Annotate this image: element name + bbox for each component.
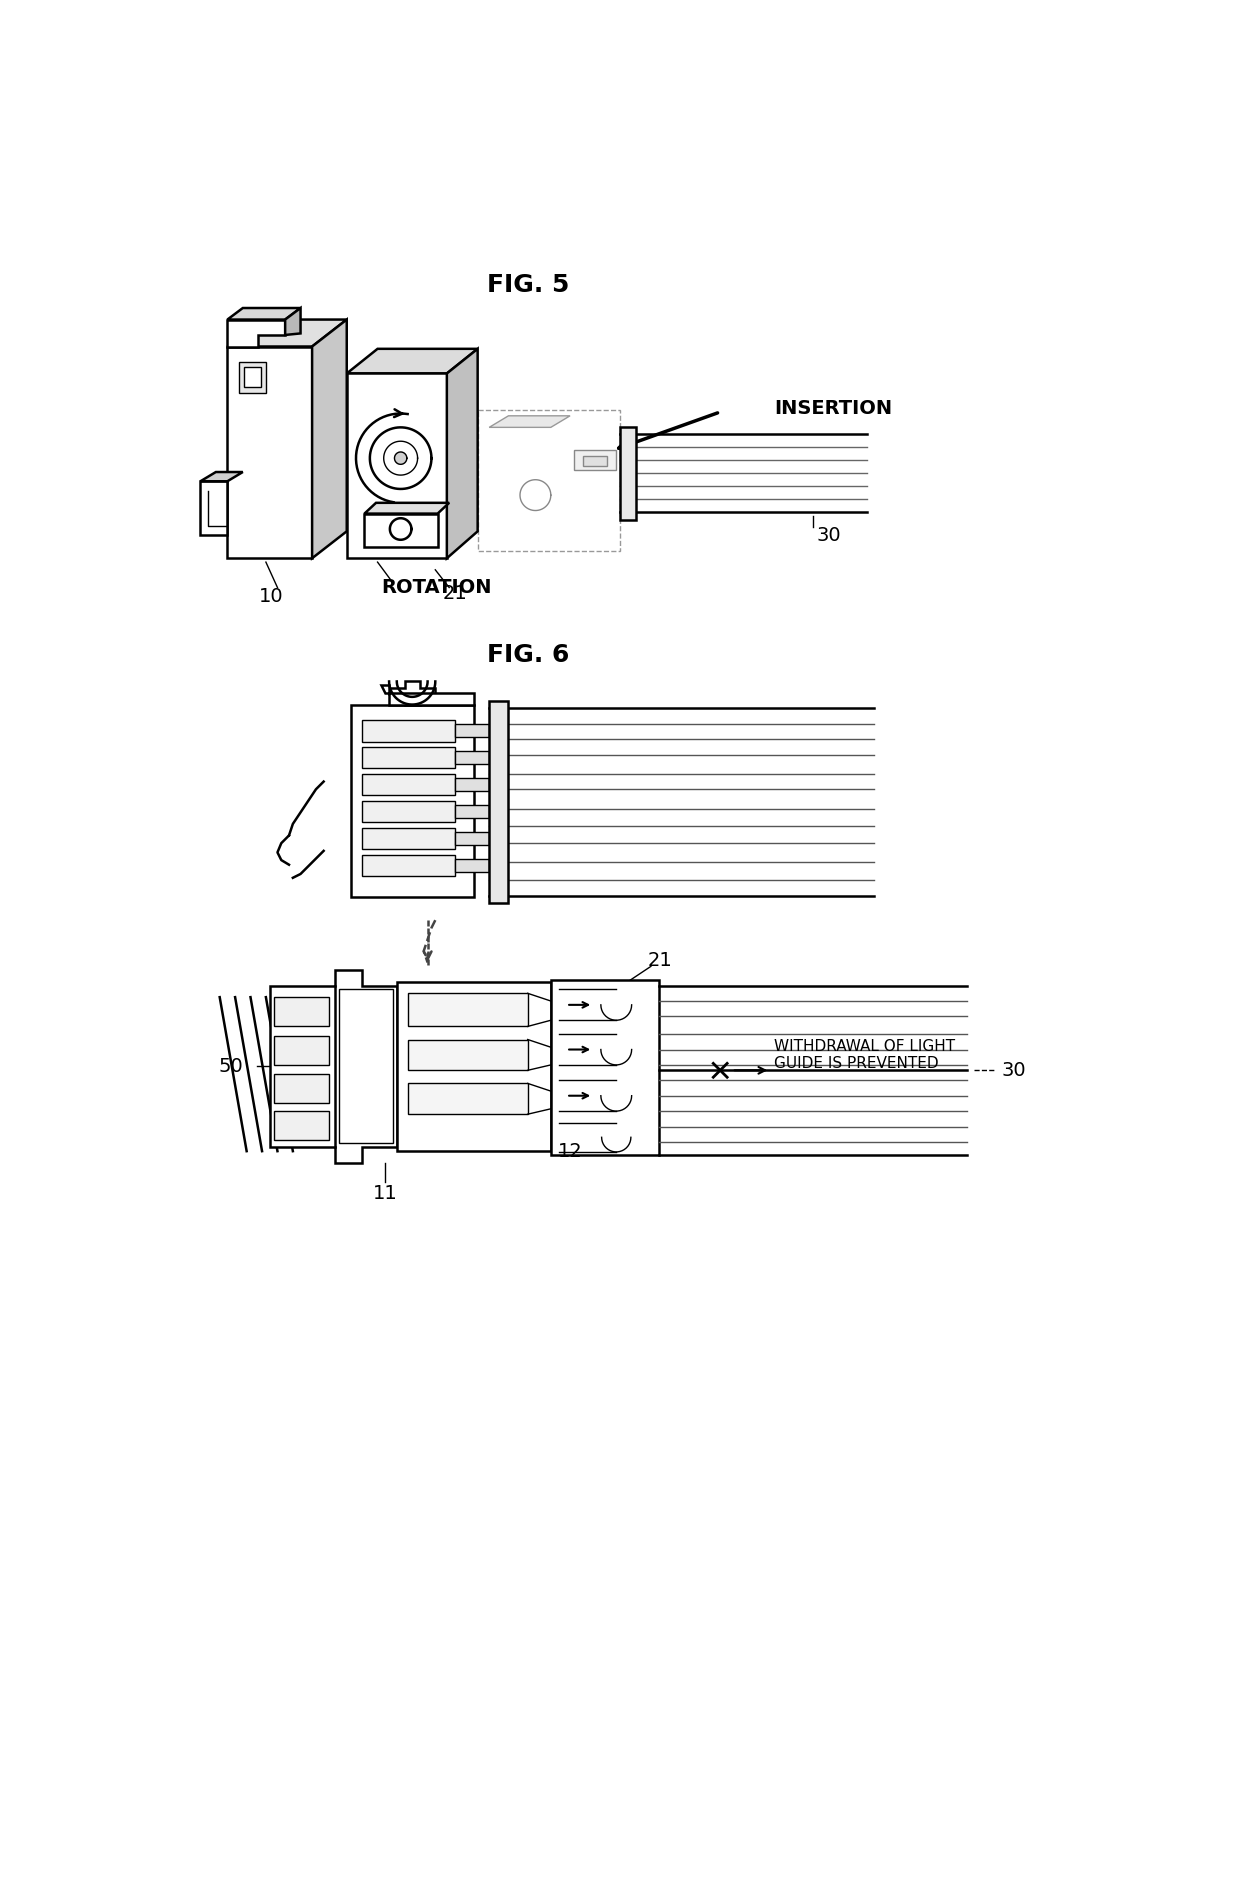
Text: INSERTION: INSERTION: [774, 399, 893, 418]
Polygon shape: [455, 778, 490, 791]
Polygon shape: [455, 723, 490, 736]
Polygon shape: [408, 994, 528, 1026]
Polygon shape: [490, 700, 508, 903]
Polygon shape: [455, 831, 490, 844]
Polygon shape: [347, 348, 477, 373]
Polygon shape: [362, 719, 455, 742]
Polygon shape: [201, 481, 227, 536]
Polygon shape: [389, 681, 435, 704]
Polygon shape: [274, 1073, 329, 1104]
Text: 30: 30: [1001, 1060, 1025, 1079]
Polygon shape: [362, 748, 455, 769]
Polygon shape: [244, 367, 260, 388]
Polygon shape: [227, 346, 312, 558]
Polygon shape: [274, 998, 329, 1026]
Polygon shape: [239, 362, 265, 392]
Polygon shape: [227, 320, 285, 346]
Polygon shape: [347, 373, 446, 558]
Polygon shape: [362, 827, 455, 850]
Polygon shape: [477, 411, 620, 551]
Polygon shape: [227, 309, 300, 320]
Polygon shape: [274, 1111, 329, 1140]
Text: WITHDRAWAL OF LIGHT
GUIDE IS PREVENTED: WITHDRAWAL OF LIGHT GUIDE IS PREVENTED: [774, 1039, 955, 1071]
Polygon shape: [583, 456, 608, 466]
Text: 30: 30: [816, 526, 841, 545]
Polygon shape: [620, 428, 635, 521]
Polygon shape: [408, 1039, 528, 1070]
Polygon shape: [362, 856, 455, 876]
Text: FIG. 6: FIG. 6: [486, 642, 569, 666]
Text: 50: 50: [218, 1056, 243, 1075]
Polygon shape: [270, 971, 397, 1162]
Polygon shape: [312, 320, 347, 558]
Polygon shape: [382, 685, 474, 704]
Text: 21: 21: [647, 952, 672, 971]
Polygon shape: [365, 513, 438, 547]
Polygon shape: [362, 801, 455, 822]
Polygon shape: [227, 320, 347, 346]
Text: 11: 11: [373, 1183, 398, 1204]
Polygon shape: [397, 982, 551, 1151]
Polygon shape: [201, 471, 243, 481]
Text: 21: 21: [443, 585, 467, 604]
Polygon shape: [408, 1083, 528, 1115]
Polygon shape: [351, 704, 474, 897]
Polygon shape: [339, 990, 393, 1143]
Text: 12: 12: [558, 1141, 583, 1160]
Text: ROTATION: ROTATION: [382, 577, 492, 596]
Polygon shape: [285, 309, 300, 335]
Polygon shape: [455, 859, 490, 871]
Polygon shape: [362, 774, 455, 795]
Polygon shape: [455, 752, 490, 765]
Polygon shape: [490, 416, 570, 428]
Polygon shape: [274, 1035, 329, 1066]
Polygon shape: [446, 348, 477, 558]
Polygon shape: [574, 451, 616, 471]
Text: 10: 10: [259, 587, 284, 606]
Polygon shape: [551, 981, 658, 1155]
Polygon shape: [455, 805, 490, 818]
Polygon shape: [394, 452, 407, 464]
Polygon shape: [365, 504, 449, 513]
Text: FIG. 5: FIG. 5: [486, 273, 569, 297]
